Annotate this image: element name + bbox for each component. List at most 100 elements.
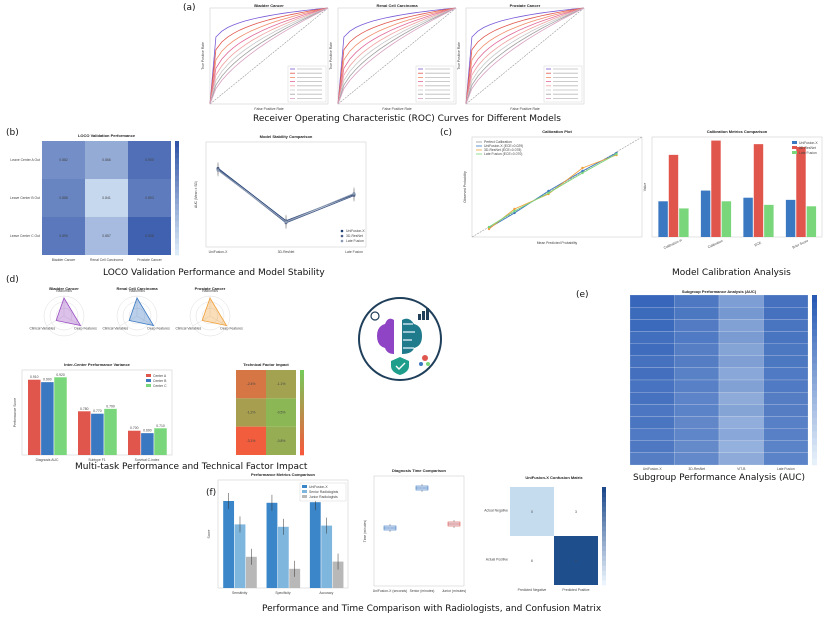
panel-a-caption: Receiver Operating Characteristic (ROC) … (253, 114, 561, 124)
calibration-point (513, 211, 516, 215)
confusion-cell (554, 487, 598, 536)
heatmap-colorbar (175, 232, 179, 239)
confusion-colorbar (602, 550, 606, 556)
calibration-legend-label: Perfect Calibration (484, 140, 512, 144)
confusion-colorbar (602, 531, 606, 537)
roc-curve (209, 7, 329, 105)
confusion-cell (510, 487, 554, 536)
stability-point (216, 168, 220, 172)
heatmap-cell (42, 141, 85, 179)
techfactor-cell (266, 398, 296, 427)
diagtime-xtick: UniFusion-X (seconds) (373, 589, 407, 593)
radar-axis (119, 315, 138, 327)
subgroup-colorbar (812, 397, 817, 405)
roc-curve (337, 7, 457, 105)
roc-curve (465, 7, 585, 105)
roc-curve (465, 7, 585, 105)
techfactor-colorbar (300, 412, 304, 418)
techfactor-colorbar (300, 442, 304, 447)
calibration-point (615, 152, 618, 156)
calibration-point (581, 171, 584, 175)
confusion-row-label: Actual Negative (484, 509, 508, 513)
perfmetrics-bar (321, 525, 333, 588)
subgroup-colorbar (812, 424, 817, 432)
techfactor-colorbar (300, 425, 304, 430)
intercenter-legend-swatch (146, 379, 151, 382)
techfactor-cell (266, 370, 296, 399)
subgroup-colorbar (812, 390, 817, 398)
subgroup-col-label: 3D-ResNet (688, 467, 705, 471)
confusion-colorbar (602, 521, 606, 527)
heatmap-cell (128, 141, 171, 179)
roc-curve (465, 7, 585, 105)
confusion-colorbar (602, 516, 606, 522)
heatmap-colorbar (175, 198, 179, 204)
techfactor-colorbar (300, 429, 304, 435)
heatmap-cell (128, 217, 171, 255)
roc-xlabel: False Positive Rate (382, 107, 411, 111)
heatmap-row-label: Leave Center B Out (10, 196, 40, 200)
perfmetrics-bar (234, 524, 246, 588)
subgroup-colorbar (812, 356, 817, 364)
heatmap-cell (85, 179, 128, 217)
diagtime-xtick: Senior (minutes) (410, 589, 435, 593)
subgroup-cell (763, 452, 809, 466)
perfmetrics-legend-label: UniFusion-X (309, 485, 328, 489)
radar-title: Renal Cell Carcinoma (116, 286, 158, 291)
roc-curve (337, 7, 457, 105)
confusion-cell (554, 536, 598, 585)
subgroup-col-label: Late Fusion (777, 467, 795, 471)
perfmetrics-ylabel: Score (207, 529, 211, 538)
perfmetrics-bar (223, 501, 235, 588)
techfactor-colorbar (300, 438, 304, 443)
roc-curve (337, 7, 457, 105)
techfactor-cell-value: -1.2% (247, 411, 256, 415)
heatmap-col-label: Bladder Cancer (52, 258, 76, 262)
heatmap-col-label: Prostate Cancer (137, 258, 162, 262)
confusion-colorbar (602, 487, 606, 493)
confusion-colorbar (602, 496, 606, 502)
calibration-legend-label: 3D-ResNet (ECE=0.078) (484, 148, 521, 152)
intercenter-xtick: Subtype F1 (88, 458, 105, 462)
techfactor-cell-value: -2.4% (247, 382, 256, 386)
roc-ylabel: True Positive Rate (457, 42, 461, 70)
roc-curve (209, 7, 329, 105)
stability-legend-marker (340, 239, 344, 243)
calmetrics-bar (806, 206, 817, 237)
roc-xlabel: False Positive Rate (254, 107, 283, 111)
heatmap-colorbar (175, 158, 179, 165)
perfmetrics-legend-swatch (302, 495, 307, 498)
confusion-colorbar (602, 545, 606, 551)
roc-curve (465, 7, 585, 105)
intercenter-bar (78, 411, 91, 455)
intercenter-ylabel: Performance Score (13, 398, 17, 427)
perfmetrics-xtick: Accuracy (319, 591, 333, 595)
heatmap-cell (85, 141, 128, 179)
roc-legend (415, 65, 455, 103)
confusion-cell-value: 3 (575, 510, 577, 514)
radar-axis (192, 315, 211, 327)
intercenter-xtick: Survival C-index (135, 458, 160, 462)
stability-point (352, 192, 356, 195)
subgroup-colorbar (812, 437, 817, 445)
stability-xtick: Late Fusion (345, 250, 363, 254)
perfmetrics-title: Performance Metrics Comparison (251, 472, 316, 477)
techfactor-cell (236, 398, 266, 427)
techfactor-colorbar (300, 387, 304, 392)
techfactor-cell-value: -0.8% (277, 439, 286, 443)
perfmetrics-legend-label: Junior Radiologists (309, 495, 338, 499)
radar-axis-label: Deep Features (74, 327, 97, 331)
confusion-title: UniFusion-X Confusion Matrix (525, 475, 583, 480)
perfmetrics-legend-label: Senior Radiologists (309, 490, 339, 494)
confusion-colorbar (602, 511, 606, 517)
stability-legend-label: Late Fusion (346, 239, 364, 243)
confusion-row-label: Actual Positive (486, 558, 508, 562)
calmetrics-bar (743, 197, 753, 237)
heatmap-colorbar (175, 209, 179, 216)
calmetrics-ylabel: Value (643, 183, 647, 192)
roc-curve (465, 7, 585, 105)
intercenter-bar-label: 0.790 (106, 404, 115, 408)
radar-axis-label: Deep Features (220, 327, 243, 331)
roc-ylabel: True Positive Rate (201, 42, 205, 70)
confusion-cell-value: 6 (531, 559, 533, 563)
